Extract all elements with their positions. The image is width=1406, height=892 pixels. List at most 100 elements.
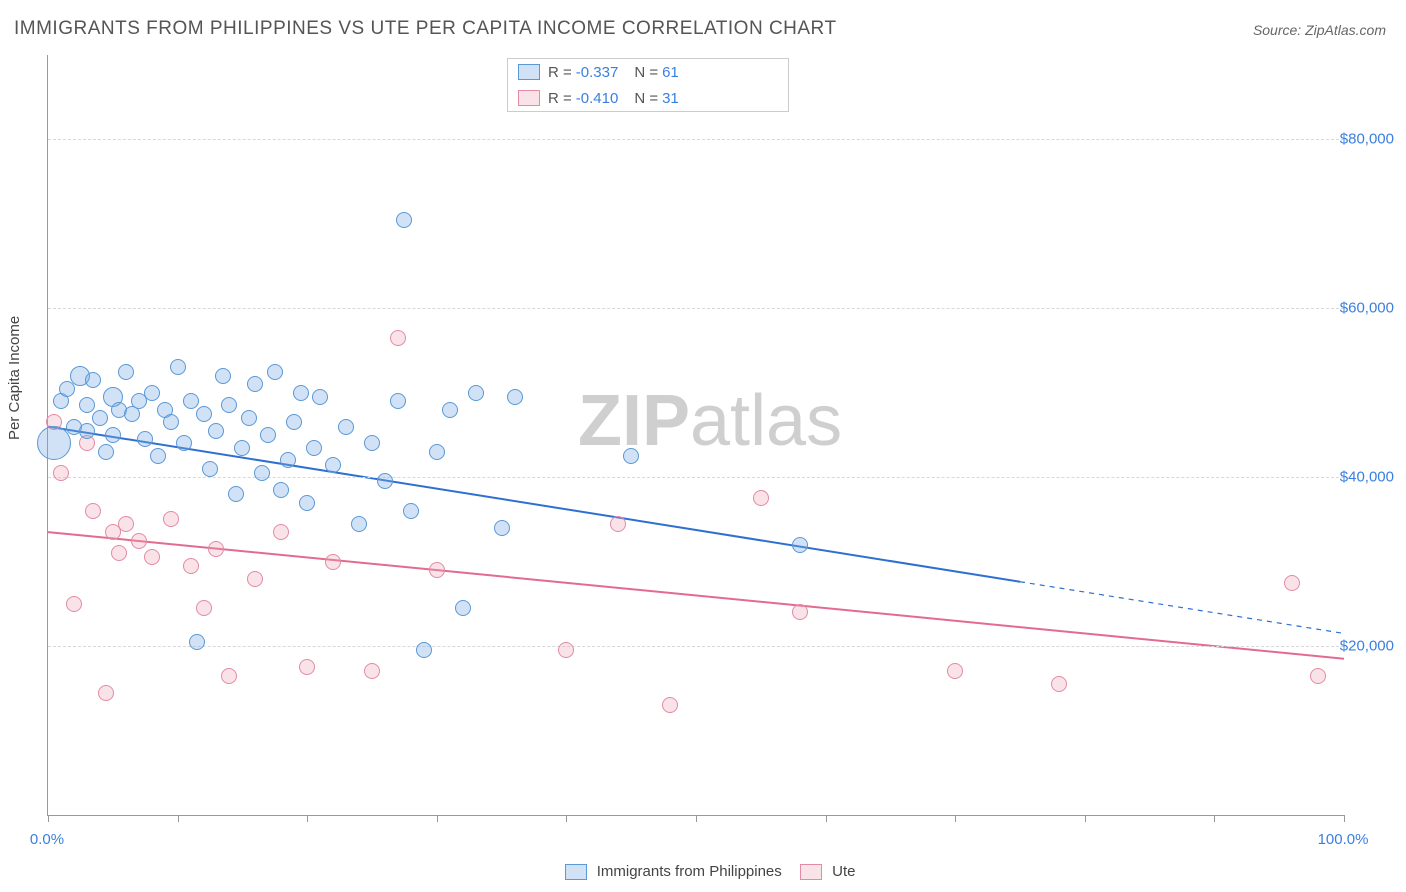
- x-tick: [566, 815, 567, 822]
- data-point-philippines: [338, 419, 354, 435]
- chart-container: IMMIGRANTS FROM PHILIPPINES VS UTE PER C…: [0, 0, 1406, 892]
- data-point-ute: [111, 545, 127, 561]
- x-tick: [696, 815, 697, 822]
- data-point-ute: [208, 541, 224, 557]
- r-prefix: R =: [548, 90, 572, 107]
- correlation-legend: R = -0.337 N = 61 R = -0.410 N = 31: [507, 58, 789, 112]
- data-point-philippines: [118, 364, 134, 380]
- gridline: [48, 139, 1344, 140]
- y-tick-label: $80,000: [1340, 131, 1394, 148]
- data-point-philippines: [468, 385, 484, 401]
- data-point-philippines: [170, 359, 186, 375]
- source-attribution: Source: ZipAtlas.com: [1253, 22, 1386, 38]
- data-point-philippines: [144, 385, 160, 401]
- legend-row-ute: R = -0.410 N = 31: [508, 85, 788, 111]
- data-point-ute: [610, 516, 626, 532]
- data-point-ute: [558, 642, 574, 658]
- swatch-ute: [800, 864, 822, 880]
- data-point-philippines: [416, 642, 432, 658]
- data-point-philippines: [494, 520, 510, 536]
- data-point-philippines: [137, 431, 153, 447]
- data-point-ute: [247, 571, 263, 587]
- data-point-philippines: [267, 364, 283, 380]
- x-tick: [955, 815, 956, 822]
- gridline: [48, 308, 1344, 309]
- data-point-philippines: [189, 634, 205, 650]
- data-point-philippines: [260, 427, 276, 443]
- data-point-philippines: [507, 389, 523, 405]
- data-point-ute: [144, 549, 160, 565]
- data-point-ute: [221, 668, 237, 684]
- r-prefix: R =: [548, 64, 572, 81]
- data-point-philippines: [79, 397, 95, 413]
- data-point-ute: [85, 503, 101, 519]
- data-point-philippines: [228, 486, 244, 502]
- x-tick: [1214, 815, 1215, 822]
- data-point-ute: [53, 465, 69, 481]
- x-tick: [826, 815, 827, 822]
- data-point-ute: [1284, 575, 1300, 591]
- data-point-philippines: [377, 473, 393, 489]
- data-point-ute: [390, 330, 406, 346]
- data-point-philippines: [183, 393, 199, 409]
- data-point-philippines: [247, 376, 263, 392]
- data-point-philippines: [92, 410, 108, 426]
- n-value-ute: 31: [662, 90, 679, 107]
- data-point-philippines: [105, 427, 121, 443]
- plot-area: ZIPatlas: [47, 55, 1344, 816]
- data-point-ute: [753, 490, 769, 506]
- data-point-philippines: [306, 440, 322, 456]
- x-tick: [178, 815, 179, 822]
- n-prefix: N =: [634, 90, 658, 107]
- data-point-philippines: [150, 448, 166, 464]
- series-label-philippines: Immigrants from Philippines: [597, 863, 782, 880]
- data-point-philippines: [390, 393, 406, 409]
- data-point-ute: [66, 596, 82, 612]
- data-point-philippines: [455, 600, 471, 616]
- data-point-philippines: [792, 537, 808, 553]
- series-legend: Immigrants from Philippines Ute: [0, 863, 1406, 880]
- data-point-philippines: [429, 444, 445, 460]
- data-point-philippines: [293, 385, 309, 401]
- data-point-philippines: [202, 461, 218, 477]
- watermark: ZIPatlas: [578, 380, 842, 462]
- data-point-ute: [183, 558, 199, 574]
- x-tick: [437, 815, 438, 822]
- n-value-philippines: 61: [662, 64, 679, 81]
- data-point-philippines: [176, 435, 192, 451]
- data-point-ute: [947, 663, 963, 679]
- y-tick-label: $60,000: [1340, 300, 1394, 317]
- x-tick-label: 0.0%: [30, 831, 64, 848]
- x-tick: [1085, 815, 1086, 822]
- data-point-philippines: [396, 212, 412, 228]
- data-point-ute: [299, 659, 315, 675]
- gridline: [48, 477, 1344, 478]
- data-point-philippines: [254, 465, 270, 481]
- x-tick: [307, 815, 308, 822]
- data-point-philippines: [286, 414, 302, 430]
- trend-line: [48, 532, 1344, 659]
- series-label-ute: Ute: [832, 863, 855, 880]
- trend-lines-layer: [48, 55, 1344, 815]
- x-tick-label: 100.0%: [1318, 831, 1369, 848]
- data-point-ute: [163, 511, 179, 527]
- data-point-philippines: [312, 389, 328, 405]
- data-point-philippines: [299, 495, 315, 511]
- y-tick-label: $40,000: [1340, 469, 1394, 486]
- data-point-philippines: [37, 426, 71, 460]
- data-point-ute: [131, 533, 147, 549]
- n-prefix: N =: [634, 64, 658, 81]
- data-point-philippines: [403, 503, 419, 519]
- data-point-philippines: [234, 440, 250, 456]
- swatch-ute: [518, 90, 540, 106]
- data-point-ute: [364, 663, 380, 679]
- data-point-ute: [118, 516, 134, 532]
- data-point-philippines: [442, 402, 458, 418]
- legend-row-philippines: R = -0.337 N = 61: [508, 59, 788, 85]
- data-point-philippines: [208, 423, 224, 439]
- data-point-ute: [1310, 668, 1326, 684]
- data-point-ute: [273, 524, 289, 540]
- r-value-philippines: -0.337: [576, 64, 619, 81]
- y-axis-label: Per Capita Income: [6, 316, 23, 440]
- x-tick: [1344, 815, 1345, 822]
